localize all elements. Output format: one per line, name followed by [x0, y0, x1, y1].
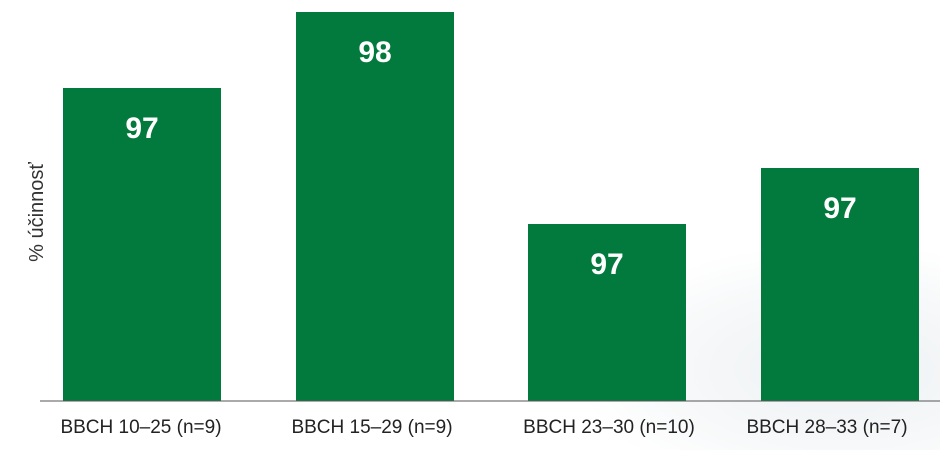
x-tick-label-2: BBCH 15–29 (n=9) — [291, 417, 452, 438]
bar-value-label-4: 97 — [823, 192, 856, 225]
y-axis-label: % účinnosť — [26, 162, 48, 262]
bar-value-label-1: 97 — [125, 112, 158, 145]
bar-2 — [296, 12, 454, 401]
bar-3 — [528, 224, 686, 401]
bar-4 — [761, 168, 919, 401]
bars-group: 97 98 97 97 — [63, 12, 919, 401]
bar-1 — [63, 88, 221, 401]
bar-value-label-3: 97 — [590, 248, 623, 281]
x-tick-label-1: BBCH 10–25 (n=9) — [60, 417, 221, 438]
bar-value-label-2: 98 — [358, 36, 391, 69]
x-tick-labels: BBCH 10–25 (n=9) BBCH 15–29 (n=9) BBCH 23–… — [60, 417, 907, 438]
x-tick-label-4: BBCH 28–33 (n=7) — [746, 417, 907, 438]
x-tick-label-3: BBCH 23–30 (n=10) — [523, 417, 695, 438]
